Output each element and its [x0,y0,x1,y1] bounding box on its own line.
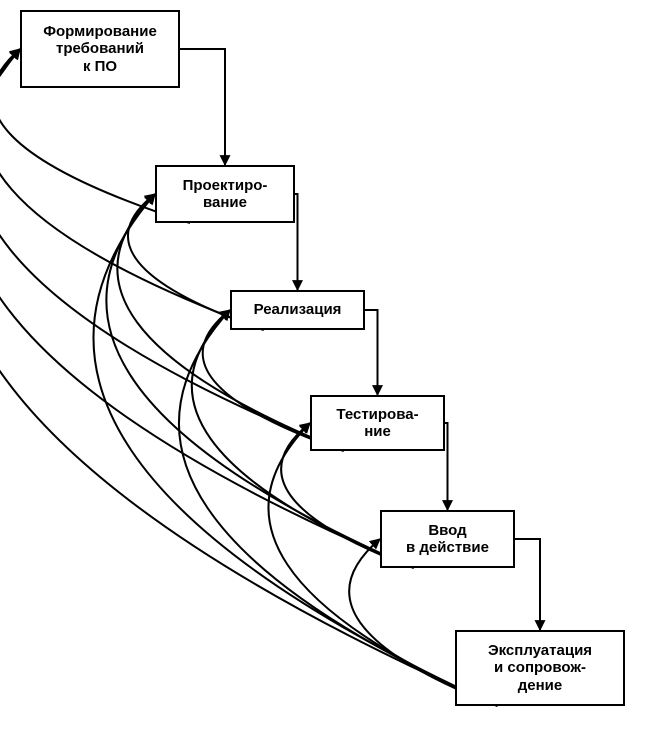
edge-forward-n1-n2 [295,194,298,290]
node-label: Эксплуатация и сопровож- дение [488,642,592,694]
node-n4: Ввод в действие [380,510,515,568]
node-n1: Проектиро- вание [155,165,295,223]
edge-forward-n0-n1 [180,49,225,165]
node-n5: Эксплуатация и сопровож- дение [455,630,625,706]
edge-forward-n4-n5 [515,539,540,630]
flowchart-canvas: Формирование требований к ПО Проектиро- в… [0,0,658,743]
edge-feedback-n3-n0 [0,49,344,451]
node-label: Ввод в действие [406,522,489,557]
edge-feedback-n5-n0 [0,49,498,706]
node-n2: Реализация [230,290,365,330]
edge-feedback-n5-n2 [179,310,498,706]
node-n3: Тестирова- ние [310,395,445,451]
node-label: Проектиро- вание [183,177,268,212]
node-label: Тестирова- ние [336,406,418,441]
node-n0: Формирование требований к ПО [20,10,180,88]
node-label: Реализация [254,301,342,318]
node-label: Формирование требований к ПО [43,23,157,75]
edge-forward-n3-n4 [445,423,448,510]
edge-feedback-n4-n1 [106,194,413,568]
edge-forward-n2-n3 [365,310,378,395]
